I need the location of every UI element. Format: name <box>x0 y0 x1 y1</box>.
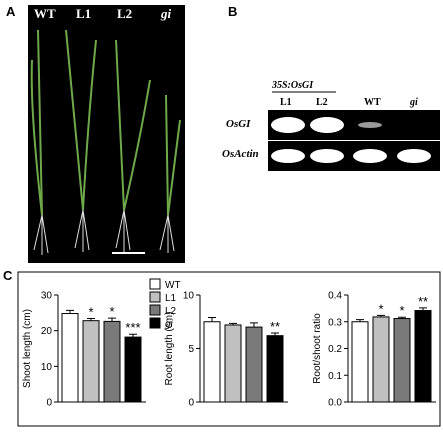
error-bar <box>87 318 95 321</box>
significance: * <box>88 305 93 320</box>
y-tick-label: 20 <box>41 326 53 337</box>
plant-labels: WT L1 L2 gi <box>34 6 172 21</box>
leaf <box>37 29 43 216</box>
legend-swatch <box>149 304 161 316</box>
lane-label: L1 <box>280 97 292 108</box>
error-bar <box>250 322 258 328</box>
legend-swatch <box>149 291 161 303</box>
construct-label: 35S:OsGI <box>271 80 314 91</box>
band <box>397 149 431 163</box>
plants <box>30 29 181 216</box>
leaf <box>115 39 125 211</box>
error-bar <box>356 319 364 322</box>
band <box>358 122 382 128</box>
error-bar <box>398 316 406 319</box>
bar <box>203 321 221 403</box>
y-tick-label: 30 <box>41 291 53 302</box>
leaf <box>30 59 43 216</box>
y-tick-label: 0.0 <box>328 398 342 409</box>
leaf <box>82 39 97 211</box>
legend-swatch <box>149 278 161 290</box>
legend-label: gi <box>165 319 174 330</box>
y-axis-label: Shoot length (cm) <box>22 309 33 388</box>
error-bar <box>66 309 74 314</box>
y-tick-label: 0 <box>188 398 194 409</box>
leaf <box>167 119 181 216</box>
panel-letter: C <box>3 268 13 283</box>
y-tick-label: 10 <box>41 362 53 373</box>
bar <box>124 336 142 403</box>
bar <box>351 321 369 403</box>
y-tick-label: 0.2 <box>328 344 342 355</box>
plant-label: L2 <box>117 6 132 21</box>
legend-label: L1 <box>165 293 177 304</box>
plant-label: WT <box>34 6 56 21</box>
gene-label: OsActin <box>222 148 259 160</box>
bar <box>266 335 284 403</box>
roots <box>33 209 175 255</box>
significance: * <box>378 301 383 316</box>
lane-label: L2 <box>316 97 328 108</box>
error-bar <box>229 322 237 325</box>
leaf <box>123 79 151 211</box>
y-axis-label: Root/shoot ratio <box>312 313 323 384</box>
panel-letter: B <box>228 4 237 19</box>
root <box>74 209 90 252</box>
error-bar <box>419 307 427 311</box>
significance: ** <box>270 319 280 334</box>
band <box>310 149 344 163</box>
legend-swatch <box>149 317 161 329</box>
legend-label: L2 <box>165 306 177 317</box>
panel-border <box>17 271 441 427</box>
legend-label: WT <box>165 280 181 291</box>
bar <box>414 310 432 403</box>
y-tick-label: 0.1 <box>328 371 342 382</box>
band <box>310 117 344 133</box>
significance: * <box>109 304 114 319</box>
root <box>159 214 175 253</box>
bar <box>372 316 390 403</box>
significance: *** <box>125 320 140 335</box>
y-tick-label: 10 <box>183 291 195 302</box>
plant-label: gi <box>160 6 172 21</box>
error-bar <box>377 314 385 317</box>
bar <box>224 324 242 403</box>
plant-label: L1 <box>76 6 91 21</box>
gene-label: OsGI <box>226 118 251 130</box>
bar <box>393 318 411 403</box>
panel-letter: A <box>6 4 16 19</box>
photo-background <box>28 5 185 263</box>
significance: ** <box>418 294 428 309</box>
error-bar <box>129 333 137 338</box>
y-tick-label: 0.4 <box>328 291 342 302</box>
y-tick-label: 0.3 <box>328 317 342 328</box>
error-bar <box>108 317 116 322</box>
y-tick-label: 5 <box>188 344 194 355</box>
root <box>115 209 131 252</box>
bands <box>271 117 431 163</box>
leaf <box>65 29 84 211</box>
significance: * <box>399 303 404 318</box>
lane-label: WT <box>364 97 381 108</box>
y-tick-label: 0 <box>46 398 52 409</box>
band <box>271 117 305 133</box>
error-bar <box>271 332 279 336</box>
y-axis-label: Root length (cm) <box>164 312 175 386</box>
bar <box>61 313 79 403</box>
bar <box>82 320 100 403</box>
band <box>271 149 305 163</box>
band <box>353 149 387 163</box>
leaf <box>165 94 169 216</box>
error-bar <box>208 316 216 322</box>
bar <box>103 320 121 403</box>
root <box>33 214 49 255</box>
bar <box>245 326 263 403</box>
lane-label: gi <box>409 97 418 108</box>
